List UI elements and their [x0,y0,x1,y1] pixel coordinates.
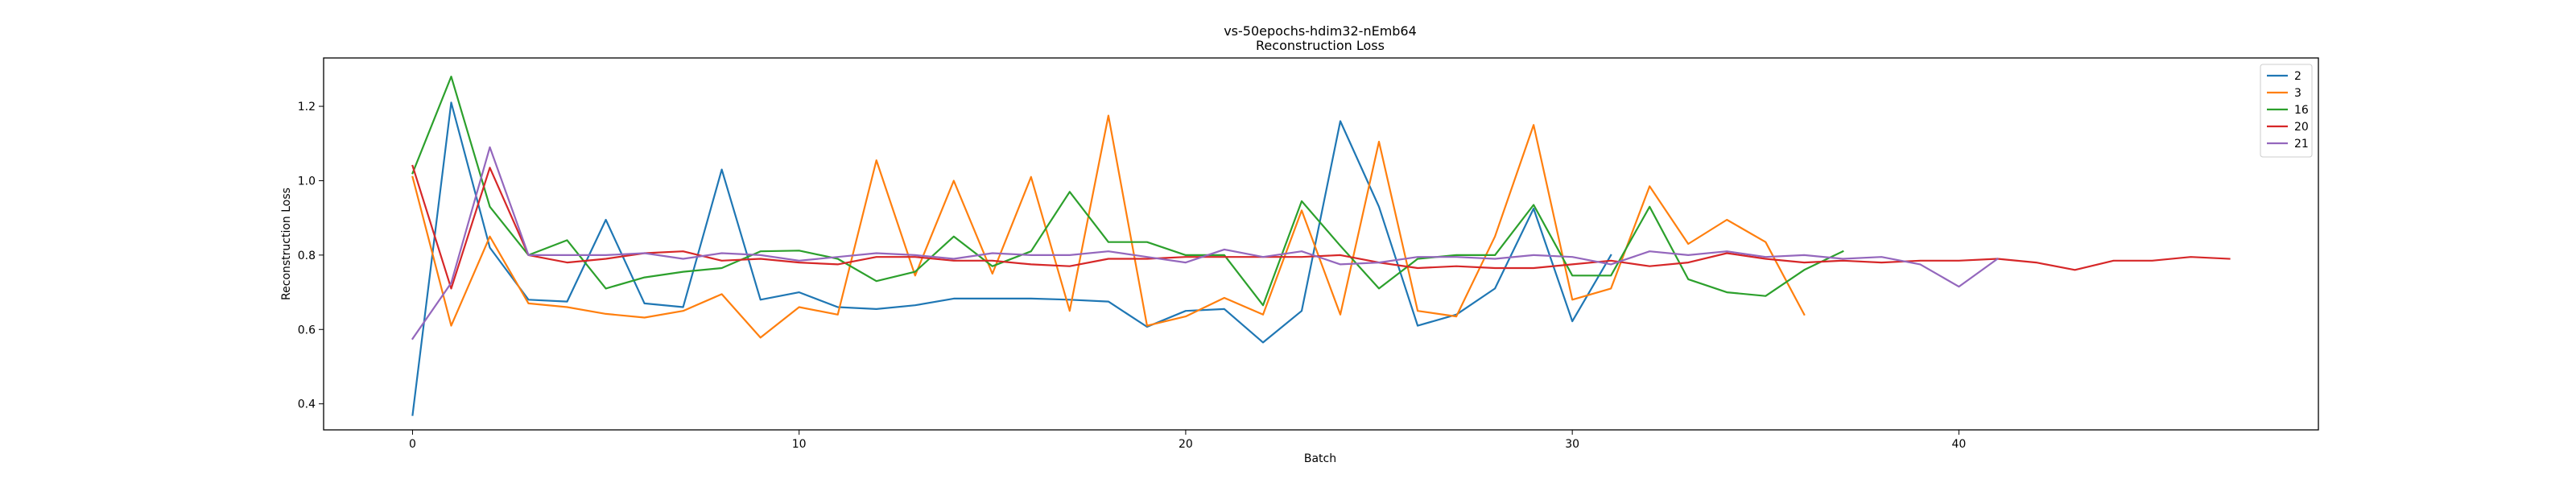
series-line-2 [411,101,1612,416]
legend-box [2260,64,2313,158]
y-tick-label: 0.8 [298,250,316,262]
x-axis-ticks: 0 10 20 30 40 [409,430,1966,451]
legend: 2 3 16 20 21 [2260,64,2313,158]
plot-area-frame [323,57,2319,431]
y-axis-label: Reconstruction Loss [280,188,293,300]
x-tick-label: 0 [409,438,416,451]
series-line-16 [411,75,1844,307]
x-tick-label: 30 [1565,438,1579,451]
series-layer [411,75,2231,416]
x-axis-label: Batch [1304,452,1336,465]
legend-label-2: 2 [2294,70,2301,83]
series-line-21 [411,146,1999,341]
y-tick-label: 1.0 [298,175,316,188]
legend-label-20: 20 [2294,121,2309,134]
y-tick-label: 1.2 [298,101,316,114]
series-line-3 [411,114,1806,339]
series-line-20 [411,164,2231,290]
y-axis-ticks: 0.4 0.6 0.8 1.0 1.2 [298,101,324,411]
legend-label-16: 16 [2294,104,2309,117]
x-tick-label: 40 [1951,438,1966,451]
y-tick-label: 0.6 [298,324,316,336]
x-tick-label: 20 [1179,438,1193,451]
legend-label-21: 21 [2294,138,2309,151]
chart-title: vs-50epochs-hdim32-nEmb64 [1224,23,1417,39]
legend-label-3: 3 [2294,87,2301,100]
chart-subtitle: Reconstruction Loss [1256,38,1385,53]
x-tick-label: 10 [792,438,807,451]
y-tick-label: 0.4 [298,398,316,411]
